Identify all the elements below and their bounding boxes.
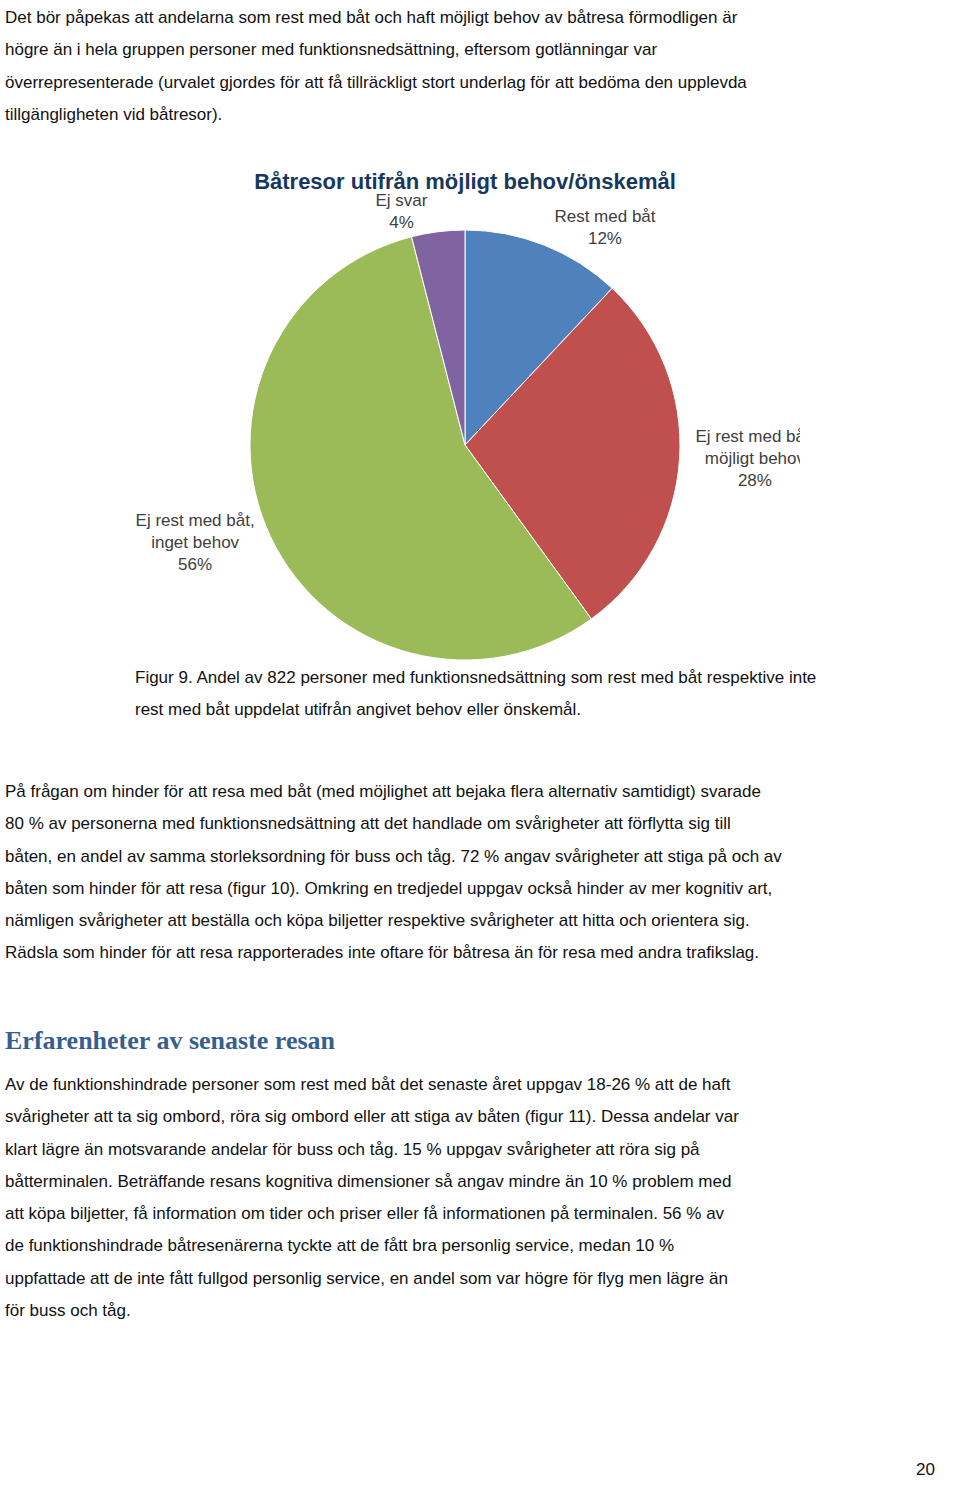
html-text:överrepresenterade (urvalet gj: överrepresenterade (urvalet gjordes för …: [5, 72, 747, 92]
html-text:På frågan om hinder för att re: På frågan om hinder för att resa med båt…: [5, 782, 761, 801]
html-text:båten som hinder för att resa: båten som hinder för att resa (figur 10)…: [5, 878, 773, 898]
html-text:Av de funktionshindrade person: Av de funktionshindrade personer som res…: [5, 1075, 731, 1094]
svg-text:Båtresor utifrån möjligt behov: Båtresor utifrån möjligt behov/önskemål: [254, 169, 676, 194]
svg-text:Ej svar4%: Ej svar4%: [375, 191, 427, 232]
svg-text:Rest med båt12%: Rest med båt12%: [554, 207, 655, 248]
html-text:Det bör påpekas att andelarna: Det bör påpekas att andelarna som rest m…: [5, 8, 738, 27]
html-text:80 % av personerna med funktio: 80 % av personerna med funktionsnedsättn…: [5, 814, 731, 834]
html-text:rest med båt uppdelat utifrån: rest med båt uppdelat utifrån angivet be…: [135, 700, 581, 720]
html-text:båten, en andel av samma storl: båten, en andel av samma storleksordning…: [5, 846, 782, 866]
html-text:Figur 9. Andel av 822 personer: Figur 9. Andel av 822 personer med funkt…: [135, 668, 817, 687]
html-text:klart lägre än motsvarande and: klart lägre än motsvarande andelar för b…: [5, 1139, 700, 1159]
html-text:för buss och tåg.: för buss och tåg.: [5, 1301, 131, 1321]
svg-text:Ej rest med båt,möjligt behov2: Ej rest med båt,möjligt behov28%: [695, 427, 800, 490]
html-text:nämligen svårigheter att bestä: nämligen svårigheter att beställa och kö…: [5, 911, 750, 931]
html-text:svårigheter att ta sig ombord,: svårigheter att ta sig ombord, röra sig …: [5, 1107, 739, 1127]
html-text:Erfarenheter av senaste resan: Erfarenheter av senaste resan: [5, 1026, 335, 1055]
html-text:båtterminalen. Beträffande res: båtterminalen. Beträffande resans kognit…: [5, 1171, 732, 1191]
html-text:20: 20: [916, 1460, 935, 1479]
html-text:de funktionshindrade båtresenä: de funktionshindrade båtresenärerna tyck…: [5, 1236, 675, 1256]
html-text:att köpa biljetter, få informa: att köpa biljetter, få information om ti…: [5, 1204, 725, 1224]
html-text:högre än i hela gruppen person: högre än i hela gruppen personer med fun…: [5, 40, 658, 60]
svg-text:Ej rest med båt,inget behov56%: Ej rest med båt,inget behov56%: [136, 511, 255, 574]
html-text:uppfattade att de inte fått fu: uppfattade att de inte fått fullgod pers…: [5, 1268, 728, 1288]
html-text:Rädsla som hinder för att resa: Rädsla som hinder för att resa rapporter…: [5, 943, 760, 963]
html-text:tillgängligheten vid båtresor): tillgängligheten vid båtresor).: [5, 104, 223, 124]
